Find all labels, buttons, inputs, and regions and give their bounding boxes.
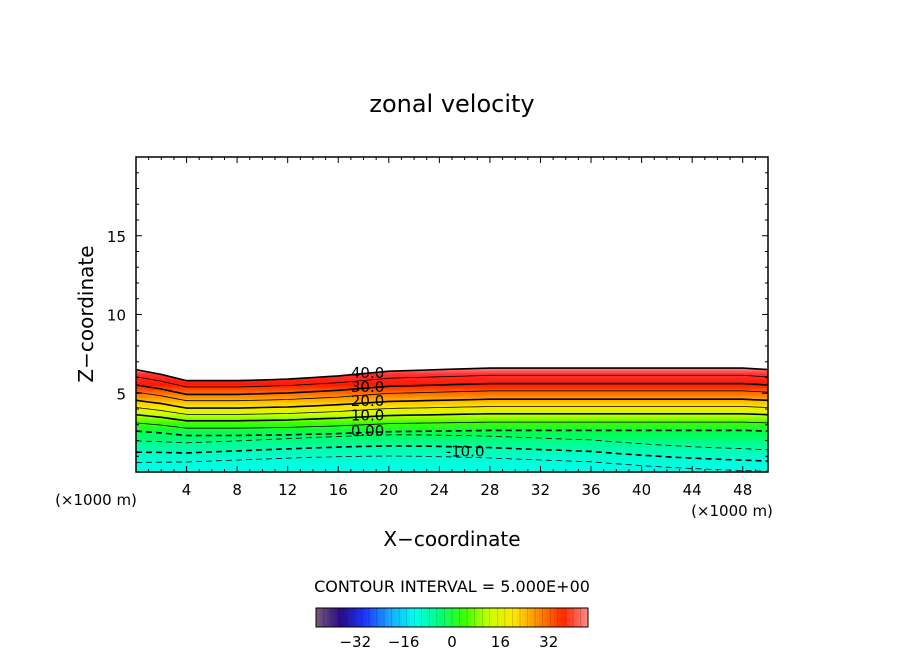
x-tick-label: 36 bbox=[581, 481, 600, 499]
x-tick-label: 40 bbox=[632, 481, 651, 499]
colorbar-tick-label: 32 bbox=[539, 633, 558, 651]
colorbar-tick-labels: −32 −16 0 16 32 bbox=[339, 633, 558, 651]
contour-labels: 40.030.020.010.00.00 -10.0 bbox=[351, 364, 485, 461]
x-tick-label: 4 bbox=[182, 481, 192, 499]
contour-interval: CONTOUR INTERVAL = 5.000E+00 bbox=[314, 577, 590, 596]
x-tick-label: 24 bbox=[430, 481, 449, 499]
contour-line bbox=[136, 398, 768, 409]
contour-line bbox=[136, 382, 768, 396]
y-tick-labels: 5 10 15 bbox=[107, 228, 126, 404]
contour-line bbox=[136, 421, 768, 429]
colorbar-segments bbox=[323, 608, 581, 627]
y-tick-label: 15 bbox=[107, 228, 126, 246]
x-tick-label: 32 bbox=[531, 481, 550, 499]
x-tick-label: 8 bbox=[232, 481, 242, 499]
x-tick-label: 44 bbox=[683, 481, 702, 499]
x-axis-label: X−coordinate bbox=[383, 527, 520, 551]
contour-label: 30.0 bbox=[351, 378, 384, 396]
contour-line bbox=[136, 429, 768, 437]
velocity-fill bbox=[136, 368, 768, 472]
colorbar-tick-label: −32 bbox=[339, 633, 371, 651]
contour-line bbox=[136, 434, 768, 451]
contour-label: -10.0 bbox=[446, 443, 485, 461]
x-tick-label: 28 bbox=[480, 481, 499, 499]
y-axis-label: Z−coordinate bbox=[74, 245, 98, 382]
contour-line bbox=[136, 374, 768, 388]
contour-lines bbox=[136, 367, 768, 472]
x-unit-left: (×1000 m) bbox=[55, 491, 137, 509]
colorbar-tick-label: −16 bbox=[388, 633, 420, 651]
x-tick-label: 12 bbox=[278, 481, 297, 499]
y-tick-label: 10 bbox=[107, 307, 126, 325]
chart-title: zonal velocity bbox=[369, 90, 534, 118]
colorbar-tick-label: 0 bbox=[447, 633, 457, 651]
contour-line bbox=[136, 455, 768, 472]
axis-ticks bbox=[135, 156, 769, 473]
x-tick-label: 16 bbox=[329, 481, 348, 499]
contour-label: 0.00 bbox=[351, 422, 384, 440]
y-tick-label: 5 bbox=[116, 385, 126, 403]
contour-label: 20.0 bbox=[351, 392, 384, 410]
contour-line bbox=[136, 445, 768, 462]
contour-line bbox=[136, 413, 768, 422]
x-tick-label: 48 bbox=[733, 481, 752, 499]
colorbar-tick-label: 16 bbox=[491, 633, 510, 651]
x-tick-labels: 4 8 12 16 20 24 28 32 36 40 44 48 bbox=[182, 481, 752, 499]
x-unit-right: (×1000 m) bbox=[691, 502, 773, 520]
contour-line bbox=[136, 390, 768, 402]
contour-line bbox=[136, 367, 768, 382]
x-tick-label: 20 bbox=[379, 481, 398, 499]
contour-label: 40.0 bbox=[351, 364, 384, 382]
contour-line bbox=[136, 406, 768, 415]
contour-label: 10.0 bbox=[351, 406, 384, 424]
